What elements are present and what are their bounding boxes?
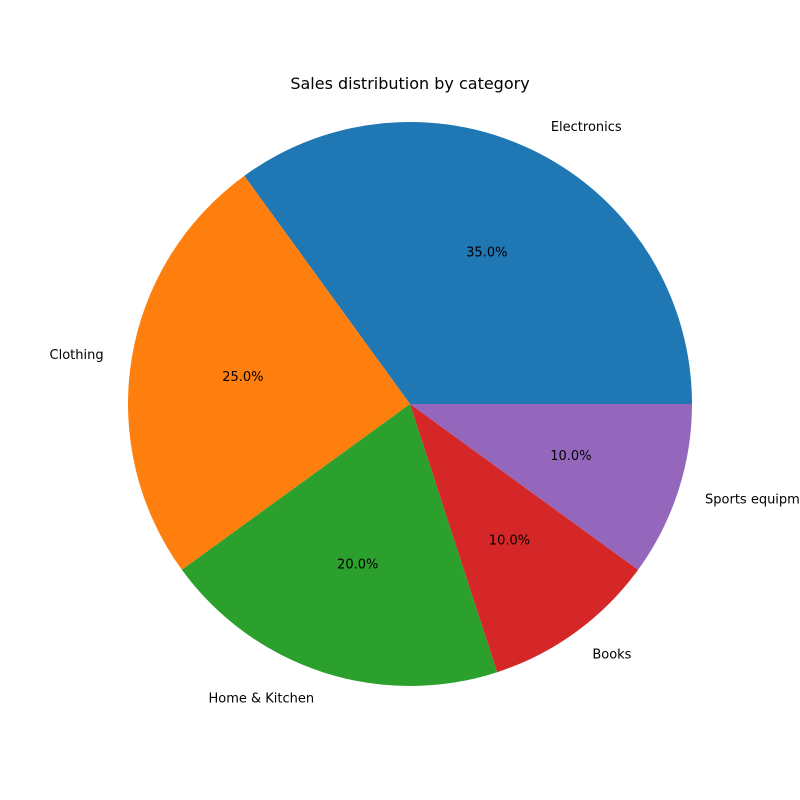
percent-label-home-kitchen: 20.0%: [337, 557, 378, 572]
slice-labels: Electronics Clothing Home & Kitchen Books Sp…: [50, 120, 800, 706]
pie-slice-home-kitchen: [181, 404, 498, 686]
percent-label-clothing: 25.0%: [222, 370, 263, 385]
chart-title: Sales distribution by category: [290, 74, 529, 93]
pie-slice-electronics: [244, 122, 692, 404]
pie-slice-clothing: [127, 175, 410, 570]
slice-label-sports-equipment: Sports equipment: [705, 492, 800, 507]
slice-label-home-kitchen: Home & Kitchen: [208, 692, 314, 707]
pie-slice-sports-equipment: [410, 404, 692, 570]
pie-slices: [127, 122, 692, 686]
percent-label-books: 10.0%: [489, 533, 530, 548]
slice-label-books: Books: [592, 647, 631, 662]
pie-slice-books: [410, 404, 639, 673]
slice-label-electronics: Electronics: [551, 120, 622, 135]
percent-labels: 35.0% 25.0% 20.0% 10.0% 10.0%: [222, 246, 591, 573]
percent-label-electronics: 35.0%: [466, 246, 507, 261]
slice-label-clothing: Clothing: [50, 348, 104, 363]
percent-label-sports-equipment: 10.0%: [550, 449, 591, 464]
